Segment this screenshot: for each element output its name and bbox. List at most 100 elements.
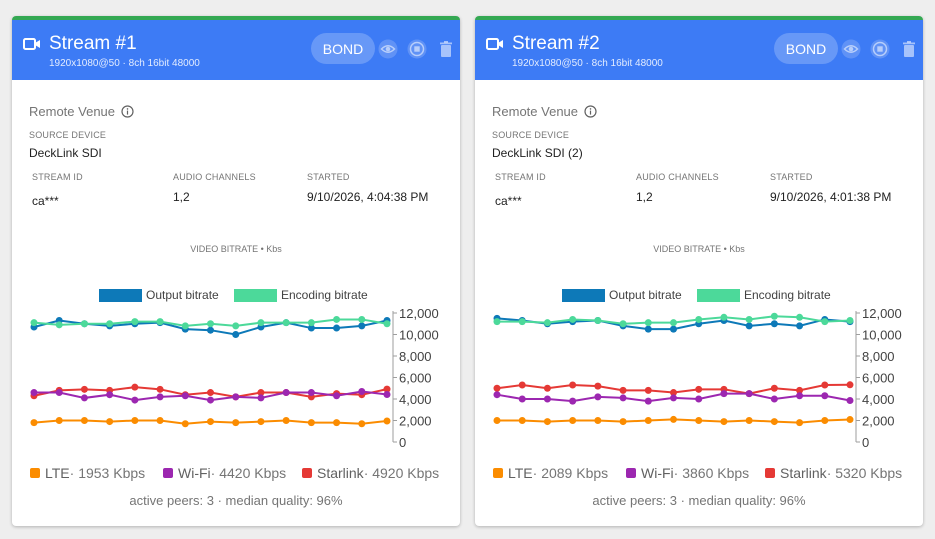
data-point <box>156 385 164 393</box>
chart-title: VIDEO BITRATE • Kbs <box>190 244 282 254</box>
audio-channels-label: AUDIO CHANNELS <box>173 172 256 182</box>
data-point <box>156 393 164 401</box>
data-point <box>770 384 778 392</box>
data-point <box>333 315 341 323</box>
data-point <box>207 396 214 404</box>
y-tick-label: 4,000 <box>862 392 895 407</box>
data-point <box>821 417 829 424</box>
data-point <box>207 418 214 426</box>
videocam-icon <box>486 38 503 50</box>
data-point <box>695 385 703 393</box>
stream-format: 1920x1080@50 · 8ch 16bit 48000 <box>49 58 200 69</box>
starlink-value: · 5320 Kbps <box>826 465 903 481</box>
stream-id-label: STREAM ID <box>495 172 546 182</box>
audio-channels-value: 1,2 <box>636 190 653 204</box>
data-point <box>307 319 315 327</box>
info-icon[interactable] <box>584 105 597 118</box>
data-point <box>518 417 526 424</box>
data-point <box>232 322 240 330</box>
source-device-value: DeckLink SDI <box>29 146 102 160</box>
data-point <box>80 394 88 402</box>
legend-swatch <box>562 288 605 302</box>
data-point <box>821 392 829 400</box>
wifi-label: Wi-Fi <box>641 465 674 481</box>
eye-icon[interactable] <box>378 39 398 59</box>
data-point <box>383 320 391 328</box>
eye-icon[interactable] <box>841 39 861 59</box>
legend-label: Output bitrate <box>609 288 682 302</box>
data-point <box>745 322 753 330</box>
y-tick-label: 6,000 <box>399 371 432 386</box>
data-point <box>282 389 290 397</box>
lte-dot <box>493 468 503 478</box>
data-point <box>383 385 391 393</box>
data-point <box>232 393 240 401</box>
stream-id-label: STREAM ID <box>32 172 83 182</box>
lte-label: LTE <box>508 465 533 481</box>
y-tick-label: 6,000 <box>862 371 895 386</box>
started-value: 9/10/2026, 4:01:38 PM <box>770 190 892 204</box>
videocam-icon <box>23 38 40 50</box>
data-point <box>493 318 501 326</box>
data-point <box>594 317 602 325</box>
data-point <box>670 394 677 402</box>
venue-label: Remote Venue <box>29 104 116 119</box>
bond-button[interactable]: BOND <box>774 33 838 64</box>
legend-output-bitrate[interactable]: Output bitrate <box>562 288 682 302</box>
source-device-label: SOURCE DEVICE <box>492 130 570 140</box>
y-tick-label: 2,000 <box>862 414 895 429</box>
legend-label: Encoding bitrate <box>744 288 831 302</box>
data-point <box>745 417 753 424</box>
y-tick-label: 0 <box>862 435 869 450</box>
data-point <box>846 397 854 405</box>
data-point <box>257 394 265 402</box>
data-point <box>257 418 265 426</box>
source-device-value: DeckLink SDI (2) <box>492 146 583 160</box>
data-point <box>846 381 854 389</box>
legend-output-bitrate[interactable]: Output bitrate <box>99 288 219 302</box>
y-tick-label: 12,000 <box>862 306 902 321</box>
data-point <box>358 315 366 323</box>
data-point <box>358 387 366 395</box>
data-point <box>156 318 164 326</box>
data-point <box>383 390 391 398</box>
y-tick-label: 4,000 <box>399 392 432 407</box>
starlink-dot <box>765 468 775 478</box>
legend-encoding-bitrate[interactable]: Encoding bitrate <box>234 288 368 302</box>
source-device-label: SOURCE DEVICE <box>29 130 107 140</box>
data-point <box>307 324 315 332</box>
data-point <box>720 418 728 426</box>
data-point <box>770 395 778 403</box>
bond-button[interactable]: BOND <box>311 33 375 64</box>
data-point <box>695 417 703 424</box>
data-point <box>518 395 526 403</box>
data-point <box>106 418 114 426</box>
data-point <box>745 315 753 323</box>
y-tick-label: 10,000 <box>862 328 902 343</box>
status-bar <box>12 16 460 20</box>
trash-icon[interactable] <box>436 39 456 59</box>
data-point <box>594 393 602 401</box>
data-point <box>232 331 240 338</box>
data-point <box>493 417 501 424</box>
lte-value: · 1953 Kbps <box>69 465 146 481</box>
data-point <box>569 381 577 389</box>
stop-icon[interactable] <box>870 39 890 59</box>
y-tick-label: 2,000 <box>399 414 432 429</box>
data-point <box>55 417 63 424</box>
stop-icon[interactable] <box>407 39 427 59</box>
trash-icon[interactable] <box>899 39 919 59</box>
data-point <box>358 322 366 330</box>
audio-channels-label: AUDIO CHANNELS <box>636 172 719 182</box>
lte-label: LTE <box>45 465 70 481</box>
data-point <box>518 381 526 389</box>
data-point <box>670 389 677 397</box>
legend-encoding-bitrate[interactable]: Encoding bitrate <box>697 288 831 302</box>
data-point <box>796 419 804 427</box>
info-icon[interactable] <box>121 105 134 118</box>
data-point <box>181 392 189 400</box>
data-point <box>695 395 703 403</box>
started-value: 9/10/2026, 4:04:38 PM <box>307 190 429 204</box>
wifi-dot <box>163 468 173 478</box>
data-point <box>207 326 214 334</box>
